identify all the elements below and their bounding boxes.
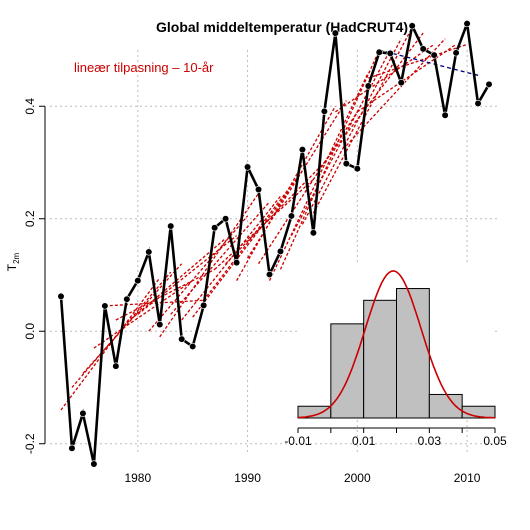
data-point [57, 293, 64, 300]
fit-line [148, 215, 249, 332]
data-point [233, 259, 240, 266]
inset-x-tick-label: -0.01 [284, 434, 312, 448]
data-point [299, 146, 306, 153]
fit-line [290, 49, 391, 236]
density-curve [297, 270, 496, 419]
data-point [189, 343, 196, 350]
data-point [310, 229, 317, 236]
data-point [200, 302, 207, 309]
data-point [321, 108, 328, 115]
y-axis-label-subscript: 2m [12, 252, 21, 263]
data-point [145, 248, 152, 255]
data-point [409, 22, 416, 29]
data-point [79, 410, 86, 417]
data-point [288, 212, 295, 219]
y-tick-label: 0.2 [23, 210, 37, 227]
data-point [475, 100, 482, 107]
data-point [68, 445, 75, 452]
data-point [343, 160, 350, 167]
fit-line [323, 32, 424, 163]
data-point [486, 81, 493, 88]
data-point [332, 30, 339, 37]
data-point [101, 302, 108, 309]
y-tick-label: -0.2 [23, 433, 37, 454]
recent-fit-line [379, 49, 479, 76]
histogram-bar [363, 299, 397, 419]
inset-x-tick-label: 0.01 [352, 434, 376, 448]
data-point [354, 165, 361, 172]
data-point [464, 20, 471, 27]
inset-x-tick-label: 0.03 [418, 434, 442, 448]
y-axis-label-main: T [5, 263, 19, 271]
fit-line [126, 237, 227, 324]
data-point [277, 248, 284, 255]
fit-line [236, 105, 336, 281]
fit-line [115, 268, 215, 321]
legend-fit-label: lineær tilpasning – 10-år [74, 60, 214, 75]
data-point [266, 271, 273, 278]
fit-line [181, 195, 281, 321]
plot-layer: -0.2 0.0 0.2 0.4 1980 1990 2000 2010 [23, 19, 500, 485]
x-tick-label: 1990 [234, 471, 261, 485]
data-point [376, 49, 383, 56]
data-point [178, 336, 185, 343]
data-point [123, 296, 130, 303]
data-point [387, 50, 394, 57]
chart-title: Global middeltemperatur (HadCRUT4) [156, 19, 408, 35]
y-tick-label: 0.4 [23, 98, 37, 115]
data-point [442, 112, 449, 119]
inset-histogram: -0.01 0.01 0.03 0.05 [284, 265, 507, 448]
y-tick-label: 0.0 [23, 323, 37, 340]
fit-line [279, 49, 380, 270]
data-point [90, 461, 97, 467]
histogram-bar [330, 323, 365, 419]
data-point [167, 223, 174, 230]
data-point [134, 277, 141, 284]
data-point [420, 45, 427, 52]
data-point [244, 164, 251, 170]
x-tick-label: 2000 [344, 471, 371, 485]
data-point [398, 79, 405, 86]
fit-line [203, 170, 303, 301]
data-point [453, 49, 460, 56]
data-point [112, 363, 119, 370]
series-line [59, 21, 491, 465]
fit-line [301, 38, 402, 225]
data-point [222, 215, 229, 222]
histogram-bar [428, 393, 463, 419]
data-point [431, 52, 438, 59]
y-axis-label: T2m [5, 252, 21, 271]
data-point [255, 186, 262, 193]
x-tick-label: 2010 [454, 471, 481, 485]
x-tick-label: 1980 [124, 471, 151, 485]
data-point [211, 224, 218, 231]
data-point [156, 321, 163, 328]
fit-line [104, 299, 204, 307]
fit-line [368, 43, 468, 79]
data-point [365, 83, 372, 89]
histogram-bar [297, 405, 332, 419]
histogram-bar [461, 405, 496, 419]
fit-line [192, 187, 292, 318]
inset-x-tick-label: 0.05 [483, 434, 507, 448]
fit-line [345, 38, 446, 147]
histogram-bar [396, 288, 430, 419]
